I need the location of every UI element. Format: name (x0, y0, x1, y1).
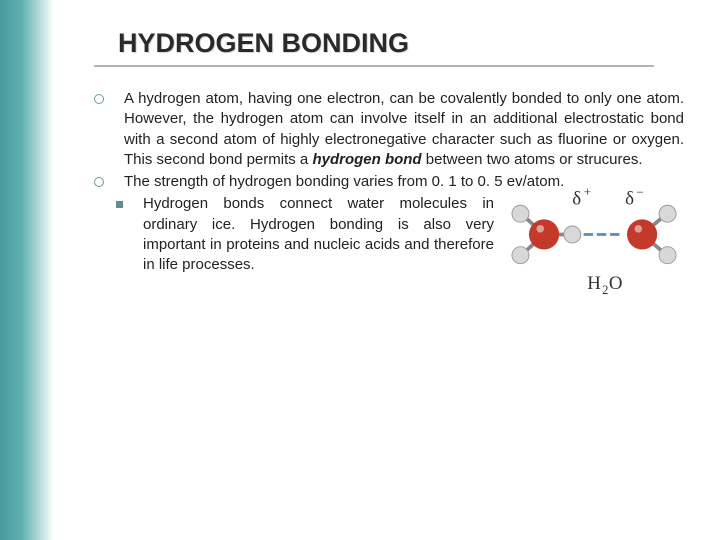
svg-text:−: − (636, 185, 643, 200)
paragraph-3: Hydrogen bonds connect water molecules i… (143, 194, 494, 275)
paragraph-1: A hydrogen atom, having one electron, ca… (124, 89, 684, 170)
formula-label: H (587, 273, 601, 294)
sidebar-gradient (0, 0, 54, 540)
bullet-item-1: A hydrogen atom, having one electron, ca… (94, 89, 684, 170)
delta-plus-label: δ (572, 189, 581, 210)
svg-text:2: 2 (602, 283, 608, 297)
delta-minus-label: δ (625, 189, 634, 210)
title-divider (94, 65, 654, 67)
svg-text:O: O (609, 273, 623, 294)
slide-content: HYDROGEN BONDING A hydrogen atom, having… (54, 0, 720, 540)
body-text: A hydrogen atom, having one electron, ca… (94, 89, 684, 308)
slide-title: HYDROGEN BONDING (118, 28, 684, 59)
circle-bullet-icon (94, 94, 104, 104)
p1-bold: hydrogen bond (312, 151, 421, 168)
bullet-item-3: Hydrogen bonds connect water molecules i… (94, 194, 684, 308)
circle-bullet-icon (94, 177, 104, 187)
water-hbond-diagram: δ + δ − H 2 O (504, 176, 684, 308)
square-bullet-icon (116, 201, 123, 208)
p1-post: between two atoms or strucures. (422, 151, 643, 168)
svg-text:+: + (584, 185, 591, 200)
